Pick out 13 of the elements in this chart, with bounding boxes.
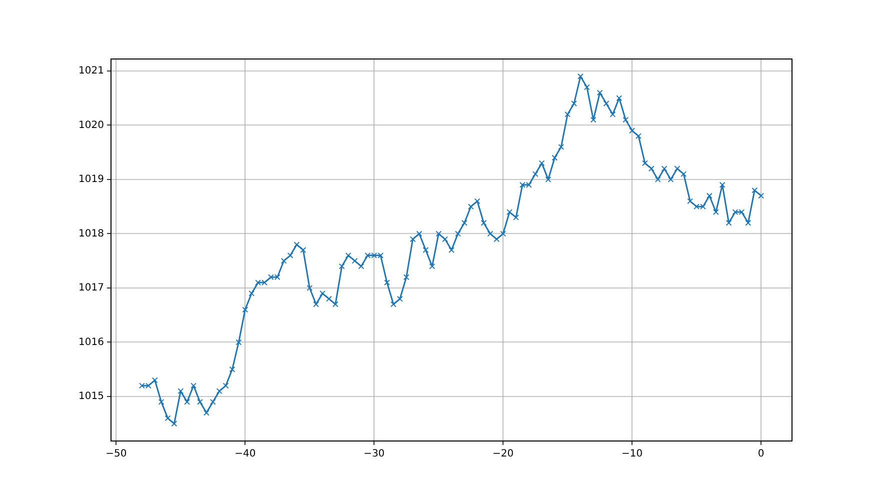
y-tick-label: 1015 (78, 391, 104, 402)
y-tick-label: 1018 (78, 228, 104, 240)
x-tick-label: −50 (106, 448, 127, 460)
y-tick-label: 1021 (78, 66, 104, 77)
x-tick-label: −10 (622, 448, 643, 460)
y-tick-label: 1020 (78, 120, 104, 131)
y-tick-label: 1019 (78, 174, 104, 186)
y-tick-label: 1017 (78, 282, 104, 294)
x-tick-label: 0 (758, 448, 764, 460)
x-tick-label: −30 (364, 448, 385, 460)
y-tick-label: 1016 (78, 336, 104, 348)
x-tick-label: −40 (234, 448, 256, 460)
x-tick-label: −20 (492, 448, 514, 460)
